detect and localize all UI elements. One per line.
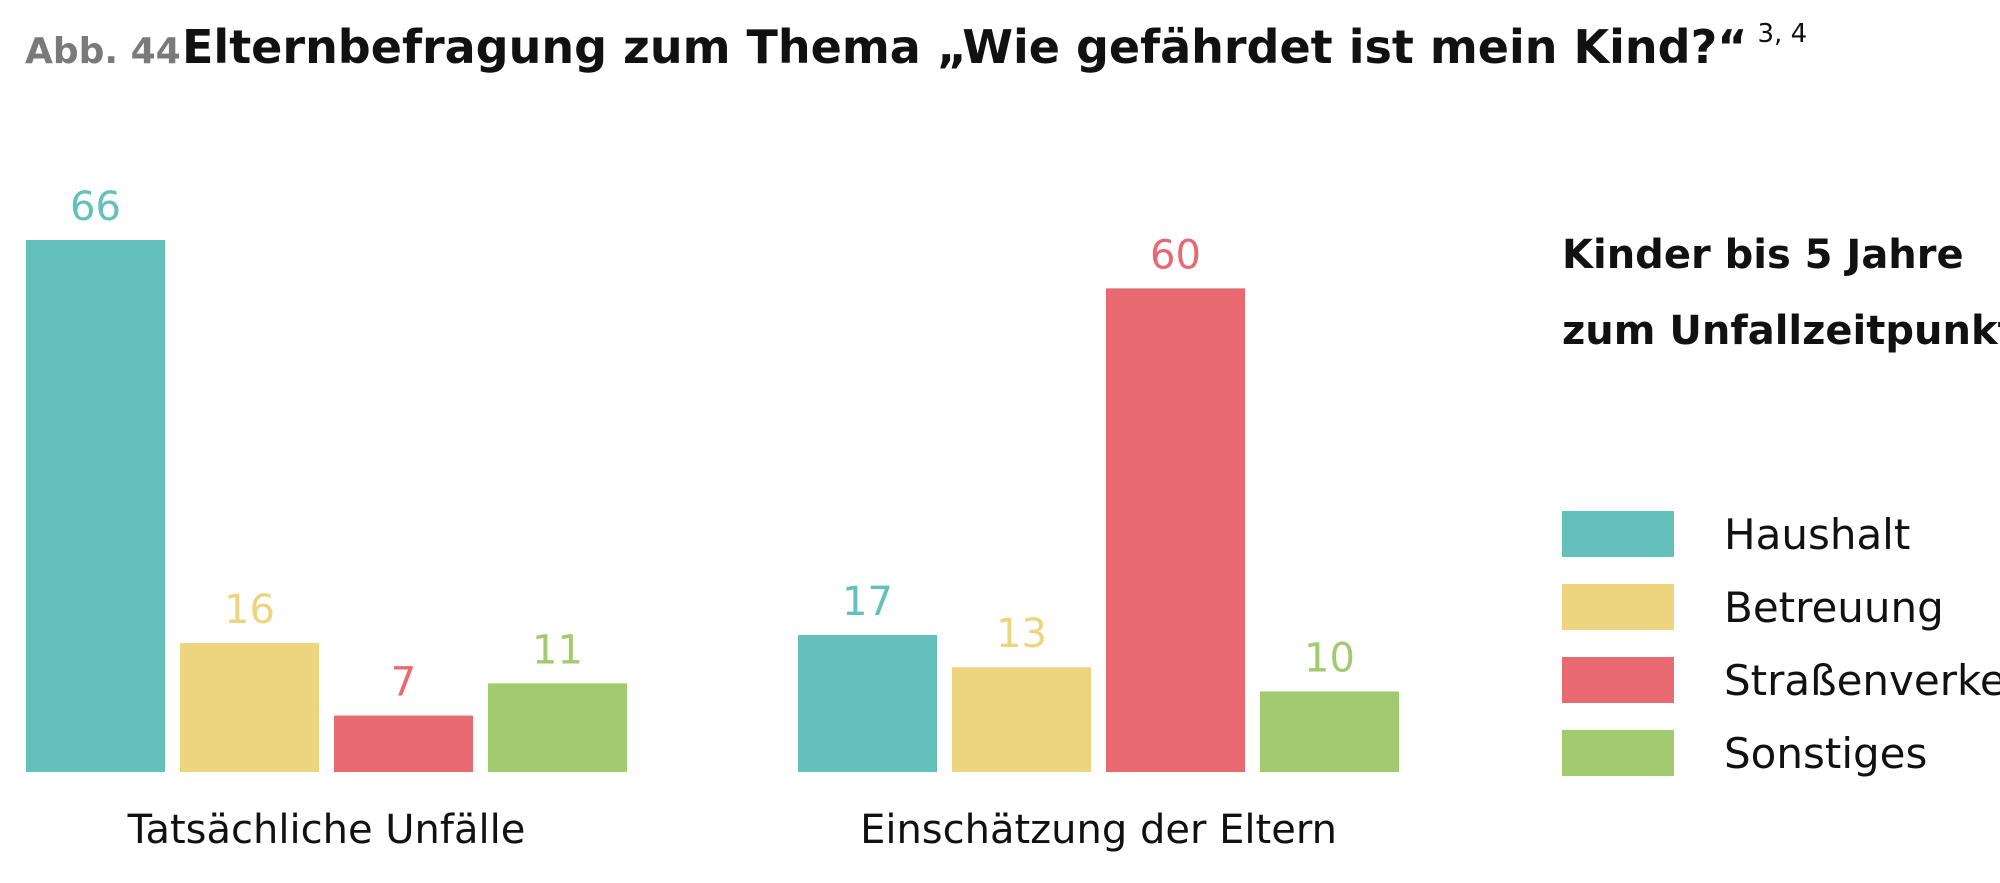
category-labels-group: Tatsächliche Unfälle Einschätzung der Elt… — [127, 807, 1337, 853]
bar-tatsaechliche-unfaelle-haushalt — [26, 240, 165, 772]
category-label-einschaetzung-der-eltern: Einschätzung der Eltern — [860, 807, 1337, 853]
value-label-tatsaechliche-unfaelle-betreuung: 16 — [224, 587, 275, 633]
value-label-einschaetzung-der-eltern-haushalt: 17 — [842, 579, 893, 625]
value-label-einschaetzung-der-eltern-strassenverkehr: 60 — [1150, 232, 1201, 278]
legend-label-betreuung: Betreuung — [1724, 583, 1944, 632]
value-label-einschaetzung-der-eltern-betreuung: 13 — [996, 611, 1047, 657]
bar-tatsaechliche-unfaelle-sonstiges — [488, 683, 627, 772]
legend-swatch-betreuung — [1562, 584, 1674, 630]
legend-label-strassenverkehr: Straßenverkehr — [1724, 656, 2000, 705]
value-labels-group: 66 16 7 11 17 13 60 10 — [70, 184, 1355, 706]
category-label-tatsaechliche-unfaelle: Tatsächliche Unfälle — [127, 807, 526, 853]
legend-swatch-sonstiges — [1562, 730, 1674, 776]
figure-label: Abb. 44 — [25, 31, 181, 72]
legend-swatch-strassenverkehr — [1562, 657, 1674, 703]
chart-title: Elternbefragung zum Thema „Wie gefährdet… — [182, 20, 1748, 74]
value-label-tatsaechliche-unfaelle-sonstiges: 11 — [532, 627, 583, 673]
legend-title-line-1: Kinder bis 5 Jahre — [1562, 232, 1964, 278]
value-label-tatsaechliche-unfaelle-haushalt: 66 — [70, 184, 121, 230]
bar-einschaetzung-der-eltern-haushalt — [798, 634, 937, 772]
bars-group — [26, 240, 1399, 772]
value-label-tatsaechliche-unfaelle-strassenverkehr: 7 — [391, 660, 416, 706]
title-superscript: 3, 4 — [1758, 19, 1808, 49]
legend-label-haushalt: Haushalt — [1724, 510, 1910, 559]
legend: Kinder bis 5 Jahre zum Unfallzeitpunkt H… — [1562, 232, 2000, 778]
bar-tatsaechliche-unfaelle-betreuung — [180, 643, 319, 772]
bar-tatsaechliche-unfaelle-strassenverkehr — [334, 715, 473, 772]
bar-einschaetzung-der-eltern-strassenverkehr — [1106, 288, 1245, 772]
legend-title-line-2: zum Unfallzeitpunkt — [1562, 308, 2000, 354]
bar-einschaetzung-der-eltern-betreuung — [952, 667, 1091, 772]
value-label-einschaetzung-der-eltern-sonstiges: 10 — [1304, 635, 1355, 681]
bar-einschaetzung-der-eltern-sonstiges — [1260, 691, 1399, 772]
legend-label-sonstiges: Sonstiges — [1724, 729, 1927, 778]
legend-swatch-haushalt — [1562, 511, 1674, 557]
